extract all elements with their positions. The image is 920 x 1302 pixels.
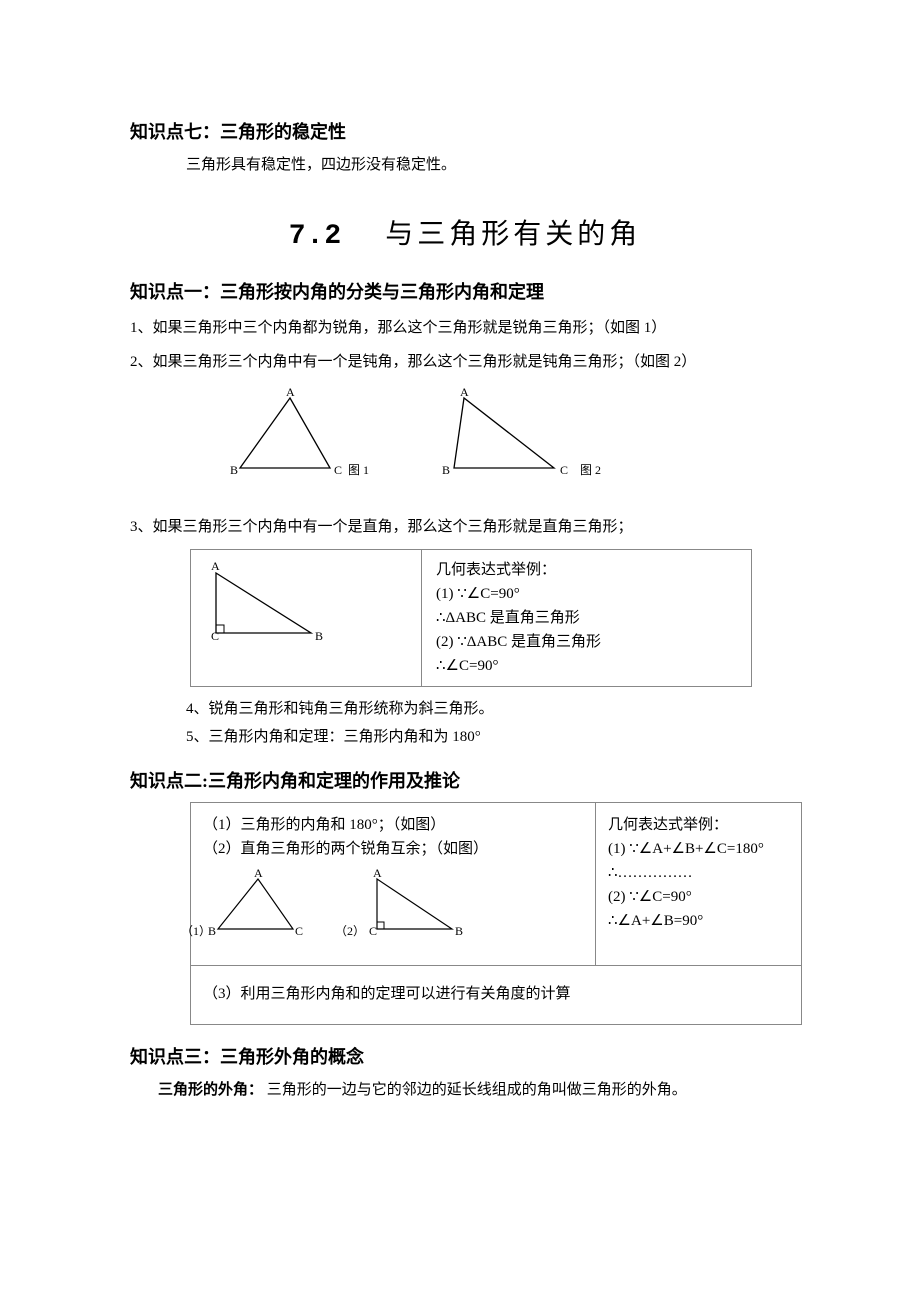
- svg-text:图 1: 图 1: [348, 463, 369, 477]
- section-number: 7.2: [289, 221, 342, 252]
- kp1-box-r1: (1) ∵∠C=90°: [436, 582, 737, 606]
- kp1-item3: 3、如果三角形三个内角中有一个是直角，那么这个三角形就是直角三角形；: [130, 515, 800, 539]
- kp2-r1: (1) ∵∠A+∠B+∠C=180°: [608, 837, 789, 861]
- svg-text:A: A: [460, 388, 469, 399]
- kp2-left2: （2）直角三角形的两个锐角互余；（如图）: [203, 837, 583, 861]
- svg-text:A: A: [211, 559, 220, 573]
- kp1-item4: 4、锐角三角形和钝角三角形统称为斜三角形。: [186, 697, 800, 721]
- svg-text:A: A: [373, 866, 382, 880]
- svg-text:A: A: [286, 388, 295, 399]
- kp1-box-r3: (2) ∵ΔABC 是直角三角形: [436, 630, 737, 654]
- svg-text:B: B: [442, 463, 450, 477]
- kp2-left1: （1）三角形的内角和 180°；（如图）: [203, 813, 583, 837]
- kp3-bold: 三角形的外角：: [158, 1082, 263, 1098]
- kp3-body: 三角形的一边与它的邻边的延长线组成的角叫做三角形的外角。: [267, 1082, 687, 1098]
- kp2-r3: (2) ∵∠C=90°: [608, 885, 789, 909]
- kp2-box-left: （1）三角形的内角和 180°；（如图） （2）直角三角形的两个锐角互余；（如图…: [191, 803, 595, 965]
- kp2-r4: ∴∠A+∠B=90°: [608, 909, 789, 933]
- svg-text:C: C: [334, 463, 342, 477]
- kp2-figR: A C B （2）: [357, 869, 497, 947]
- kp1-item5: 5、三角形内角和定理：三角形内角和为 180°: [186, 725, 800, 749]
- kp2-bottom: （3）利用三角形内角和的定理可以进行有关角度的计算: [191, 965, 801, 1024]
- kp1-figures: A B C 图 1 A B C 图 2: [230, 388, 800, 497]
- svg-text:B: B: [315, 629, 323, 643]
- kp7-heading: 知识点七：三角形的稳定性: [130, 118, 800, 147]
- svg-text:（1）: （1）: [181, 924, 211, 938]
- svg-text:图 2: 图 2: [580, 463, 601, 477]
- kp3-heading: 知识点三：三角形外角的概念: [130, 1043, 800, 1072]
- kp7-body: 三角形具有稳定性，四边形没有稳定性。: [186, 153, 800, 177]
- svg-text:C: C: [211, 629, 219, 643]
- triangle-fig2: A B C 图 2: [434, 388, 634, 488]
- kp1-box-text: 几何表达式举例： (1) ∵∠C=90° ∴ΔABC 是直角三角形 (2) ∵Δ…: [421, 550, 751, 686]
- svg-text:A: A: [254, 866, 263, 880]
- kp2-right-title: 几何表达式举例：: [608, 813, 789, 837]
- svg-text:C: C: [369, 924, 377, 938]
- kp1-box-r2: ∴ΔABC 是直角三角形: [436, 606, 737, 630]
- kp1-item2: 2、如果三角形三个内角中有一个是钝角，那么这个三角形就是钝角三角形；（如图 2）: [130, 350, 800, 374]
- kp2-heading: 知识点二:三角形内角和定理的作用及推论: [130, 767, 800, 796]
- kp1-box-title: 几何表达式举例：: [436, 558, 737, 582]
- svg-text:B: B: [455, 924, 463, 938]
- section-title: 7.2 与三角形有关的角: [130, 213, 800, 260]
- svg-text:B: B: [230, 463, 238, 477]
- kp1-box-r4: ∴∠C=90°: [436, 654, 737, 678]
- section-text: 与三角形有关的角: [385, 219, 641, 250]
- kp2-box: （1）三角形的内角和 180°；（如图） （2）直角三角形的两个锐角互余；（如图…: [190, 802, 802, 1025]
- kp2-r2: ∴……………: [608, 861, 789, 885]
- kp1-box-fig: A C B: [191, 550, 421, 686]
- kp1-heading: 知识点一：三角形按内角的分类与三角形内角和定理: [130, 278, 800, 307]
- kp2-box-right: 几何表达式举例： (1) ∵∠A+∠B+∠C=180° ∴…………… (2) ∵…: [595, 803, 801, 965]
- kp1-item1: 1、如果三角形中三个内角都为锐角，那么这个三角形就是锐角三角形；（如图 1）: [130, 316, 800, 340]
- svg-text:（2）: （2）: [335, 924, 365, 938]
- svg-text:C: C: [560, 463, 568, 477]
- triangle-fig1: A B C 图 1: [230, 388, 400, 488]
- svg-text:C: C: [295, 924, 303, 938]
- kp1-box: A C B 几何表达式举例： (1) ∵∠C=90° ∴ΔABC 是直角三角形 …: [190, 549, 752, 687]
- kp2-figL: A B C （1）: [203, 869, 343, 947]
- kp3-body-line: 三角形的外角： 三角形的一边与它的邻边的延长线组成的角叫做三角形的外角。: [158, 1078, 800, 1102]
